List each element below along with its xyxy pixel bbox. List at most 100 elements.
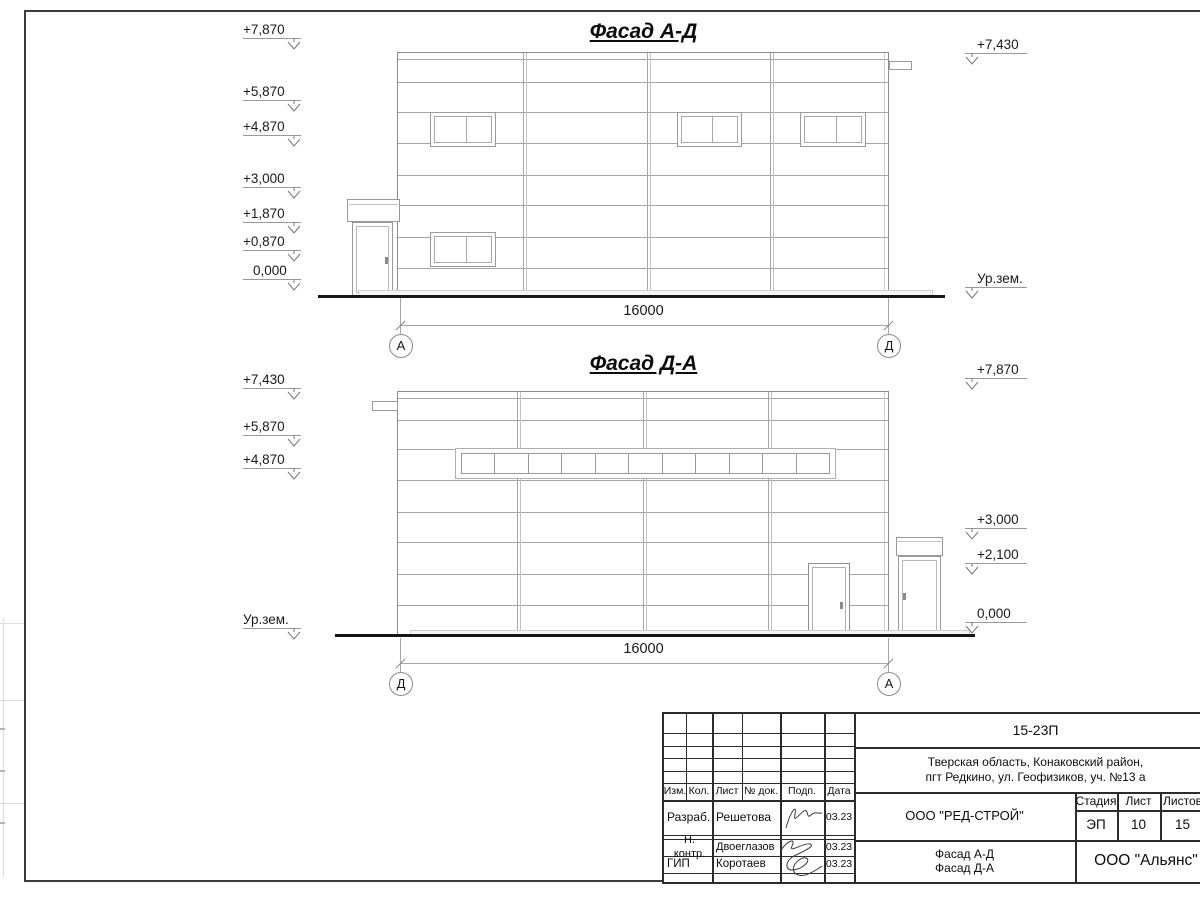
tb-address: Тверская область, Конаковский район, пгт… <box>925 755 1146 784</box>
datum-arrow-icon <box>287 468 301 480</box>
axis-bubble-d: Д <box>389 672 413 696</box>
panel-line <box>398 82 888 83</box>
panel-joint <box>771 392 772 635</box>
panel-joint <box>646 392 647 635</box>
panel-line <box>398 237 888 238</box>
facade-da-building <box>397 391 889 636</box>
panel-line <box>398 112 888 113</box>
ground-line <box>318 295 945 298</box>
panel-joint <box>773 53 774 295</box>
datum-arrow-icon <box>965 287 979 299</box>
datum-arrow-icon <box>287 222 301 234</box>
elevation-mark: 0,000 <box>243 263 301 291</box>
panel-line <box>398 268 888 269</box>
datum-arrow-icon <box>287 388 301 400</box>
tb-col-izm: Изм. <box>663 785 687 798</box>
tb-col-date: Дата <box>827 785 851 798</box>
datum-arrow-icon <box>287 250 301 262</box>
elevation-mark: +5,870 <box>243 84 301 112</box>
facade-ad-building <box>397 52 889 296</box>
elevation-mark: +7,870 <box>243 22 301 50</box>
tb-name-ncontrol: Двоеглазов <box>716 840 775 853</box>
title-block: Изм. Кол. Лист № док. Подп. Дата Разраб.… <box>662 712 1200 884</box>
elevation-mark: +7,870 <box>965 362 1027 390</box>
datum-arrow-icon <box>965 622 979 634</box>
panel-joint <box>770 53 771 295</box>
datum-arrow-icon <box>287 100 301 112</box>
extension-line <box>400 638 401 672</box>
panel-line <box>398 175 888 176</box>
elevation-mark: +4,870 <box>243 452 301 480</box>
tb-sheets-label: Листов <box>1163 793 1200 808</box>
datum-arrow-icon <box>965 528 979 540</box>
window <box>800 112 866 147</box>
datum-arrow-icon <box>965 53 979 65</box>
elevation-mark: +5,870 <box>243 419 301 447</box>
elevation-mark: +7,430 <box>965 37 1027 65</box>
left-margin-artifact <box>0 770 5 772</box>
facade-ad-title: Фасад А-Д <box>589 20 698 43</box>
panel-line <box>398 143 888 144</box>
tb-sheets-value: 15 <box>1174 816 1191 832</box>
wall-edge-line <box>884 392 885 635</box>
signature-developer <box>785 808 823 829</box>
ground-level-mark: Ур.зем. <box>965 271 1027 299</box>
tb-col-doc: № док. <box>744 785 778 798</box>
ground-line <box>335 634 975 637</box>
panel-joint <box>523 53 524 295</box>
axis-bubble-d: Д <box>877 334 901 358</box>
datum-arrow-icon <box>965 378 979 390</box>
tb-company: ООО "РЕД-СТРОЙ" <box>905 808 1024 824</box>
datum-arrow-icon <box>287 628 301 640</box>
entrance-door <box>808 563 850 634</box>
roof-pipe <box>889 61 912 70</box>
extension-line <box>888 298 889 334</box>
left-margin-artifact <box>3 618 4 878</box>
entrance-vestibule <box>352 222 393 296</box>
door-handle <box>840 602 843 609</box>
tb-name-gip: Коротаев <box>716 857 766 870</box>
extension-line <box>400 298 401 334</box>
datum-arrow-icon <box>287 279 301 291</box>
tb-name-developer: Решетова <box>716 810 772 825</box>
tb-role-ncontrol: Н. контр. <box>673 834 706 860</box>
elevation-mark: +2,100 <box>965 547 1027 575</box>
tb-org: ООО "Альянс" <box>1094 851 1198 869</box>
axis-bubble-a: А <box>389 334 413 358</box>
panel-joint <box>650 53 651 295</box>
tb-date-developer: 03.23 <box>825 811 853 824</box>
elevation-mark: +3,000 <box>965 512 1027 540</box>
elevation-mark: +4,870 <box>243 119 301 147</box>
sheet-frame <box>24 10 1200 882</box>
elevation-mark: +3,000 <box>243 171 301 199</box>
panel-joint <box>647 53 648 295</box>
dimension-line <box>400 325 889 326</box>
ground-level-mark: Ур.зем. <box>243 612 301 640</box>
ribbon-window <box>455 448 836 479</box>
entrance-canopy <box>896 537 943 556</box>
datum-arrow-icon <box>287 135 301 147</box>
tb-col-list: Лист <box>715 785 739 798</box>
datum-arrow-icon <box>287 38 301 50</box>
datum-arrow-icon <box>965 563 979 575</box>
parapet-line <box>398 59 888 60</box>
elevation-mark: +7,430 <box>243 372 301 400</box>
elevation-mark: +1,870 <box>243 206 301 234</box>
window <box>677 112 742 147</box>
tb-stage-label: Стадия <box>1075 793 1117 808</box>
panel-joint <box>526 53 527 295</box>
panel-joint <box>768 392 769 635</box>
tb-stage-value: ЭП <box>1086 816 1106 832</box>
window <box>430 232 496 267</box>
dimension-line <box>400 663 889 664</box>
door-handle <box>385 257 388 264</box>
tb-sheet-label: Лист <box>1125 793 1152 808</box>
extension-line <box>888 638 889 672</box>
left-margin-artifact <box>0 822 5 824</box>
datum-arrow-icon <box>287 187 301 199</box>
elevation-mark: +0,870 <box>243 234 301 262</box>
tb-role-gip: ГИП <box>667 857 690 870</box>
tb-project-code: 15-23П <box>1012 722 1059 739</box>
panel-joint <box>643 392 644 635</box>
